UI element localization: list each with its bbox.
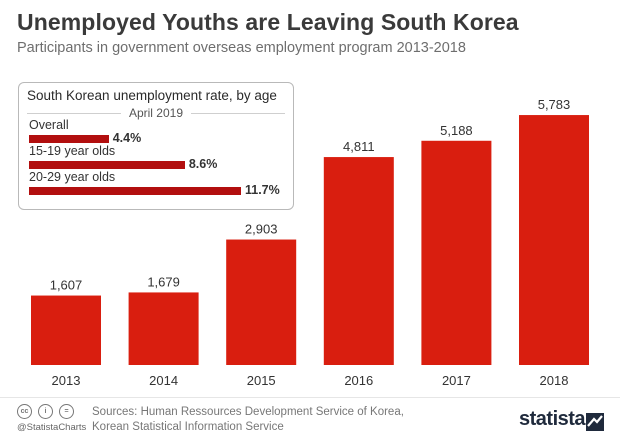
- bar-2016: [323, 157, 394, 365]
- sources: Sources: Human Ressources Development Se…: [92, 405, 404, 435]
- bar-2015: [226, 239, 297, 365]
- bar-value-label: 4,811: [343, 139, 375, 154]
- bar-value-label: 1,607: [50, 278, 83, 293]
- sources-line-1: Sources: Human Ressources Development Se…: [92, 406, 404, 418]
- statista-handle: @StatistaCharts: [17, 422, 87, 433]
- chart-subtitle: Participants in government overseas empl…: [17, 40, 466, 56]
- unemployment-inset: South Korean unemployment rate, by age A…: [18, 82, 294, 210]
- sources-line-2: Korean Statistical Information Service: [92, 421, 284, 433]
- inset-row-label: 20-29 year olds: [29, 170, 116, 184]
- bar-2018: [519, 115, 589, 365]
- inset-value-label: 11.7%: [245, 183, 280, 197]
- inset-value-label: 4.4%: [112, 131, 142, 145]
- footer-divider: [0, 397, 620, 398]
- inset-value-label: 8.6%: [188, 157, 218, 171]
- inset-bar: [29, 187, 241, 195]
- x-tick-label: 2016: [344, 373, 373, 388]
- x-tick-label: 2014: [149, 373, 178, 388]
- statista-logo[interactable]: statista: [519, 408, 586, 430]
- no-derivatives-icon: =: [59, 404, 74, 419]
- x-tick-label: 2013: [52, 373, 81, 388]
- bar-value-label: 5,188: [440, 123, 473, 138]
- inset-title: South Korean unemployment rate, by age: [27, 88, 277, 103]
- attribution-icon: i: [38, 404, 53, 419]
- inset-row-label: Overall: [29, 118, 69, 132]
- x-tick-label: 2018: [540, 373, 569, 388]
- bar-2014: [128, 292, 199, 365]
- chart-title: Unemployed Youths are Leaving South Kore…: [17, 9, 519, 35]
- x-tick-label: 2017: [442, 373, 471, 388]
- inset-row-label: 15-19 year olds: [29, 144, 116, 158]
- bar-2017: [421, 140, 492, 365]
- bar-value-label: 1,679: [147, 274, 180, 289]
- bar-value-label: 5,783: [538, 97, 571, 112]
- bar-chart: 1,607 2013 1,679 2014 2,903 2015 4,811 2016 5,18…: [31, 97, 589, 388]
- bar-value-label: 2,903: [245, 222, 278, 237]
- creative-commons-icon: cc: [17, 404, 32, 419]
- inset-date: April 2019: [120, 106, 192, 120]
- inset-bar: [29, 161, 185, 169]
- inset-bar: [29, 135, 109, 143]
- bar-2013: [31, 295, 101, 365]
- x-tick-label: 2015: [247, 373, 276, 388]
- statista-logo-mark-icon[interactable]: [586, 413, 604, 431]
